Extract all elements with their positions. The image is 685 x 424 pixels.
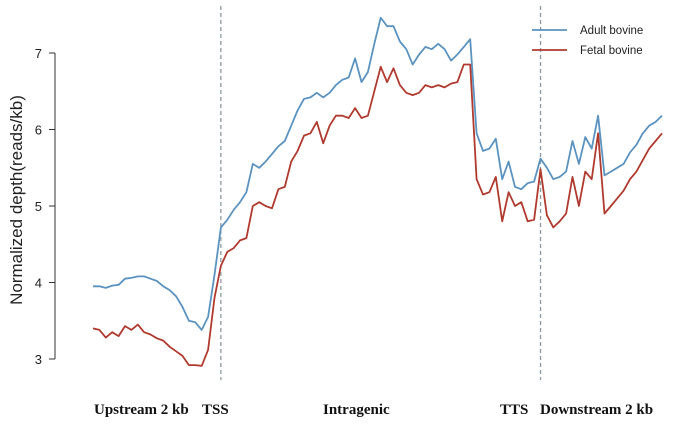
y-tick-label: 5 xyxy=(35,199,42,214)
legend-label-1: Fetal bovine xyxy=(580,45,643,57)
legend: Adult bovine Fetal bovine xyxy=(532,25,643,57)
upstream-label: Upstream 2 kb xyxy=(94,402,189,418)
series-line-0 xyxy=(93,16,663,331)
y-tick-label: 4 xyxy=(35,276,42,291)
intragenic-label: Intragenic xyxy=(323,402,390,418)
y-tick-label: 3 xyxy=(35,352,42,367)
legend-label-0: Adult bovine xyxy=(580,25,643,37)
tss-label: TSS xyxy=(202,402,229,418)
region-labels: Upstream 2 kb TSS Intragenic TTS Downstr… xyxy=(94,402,653,418)
y-axis-label: Normalized depth(reads/kb) xyxy=(7,95,26,305)
tts-label: TTS xyxy=(500,402,528,418)
downstream-label: Downstream 2 kb xyxy=(540,402,653,418)
y-axis: 3 4 5 6 7 xyxy=(35,46,56,367)
series-lines xyxy=(92,16,663,367)
y-tick-label: 6 xyxy=(35,123,42,138)
x-markers xyxy=(220,6,542,380)
series-line-1 xyxy=(92,63,663,367)
y-tick-label: 7 xyxy=(35,46,42,61)
